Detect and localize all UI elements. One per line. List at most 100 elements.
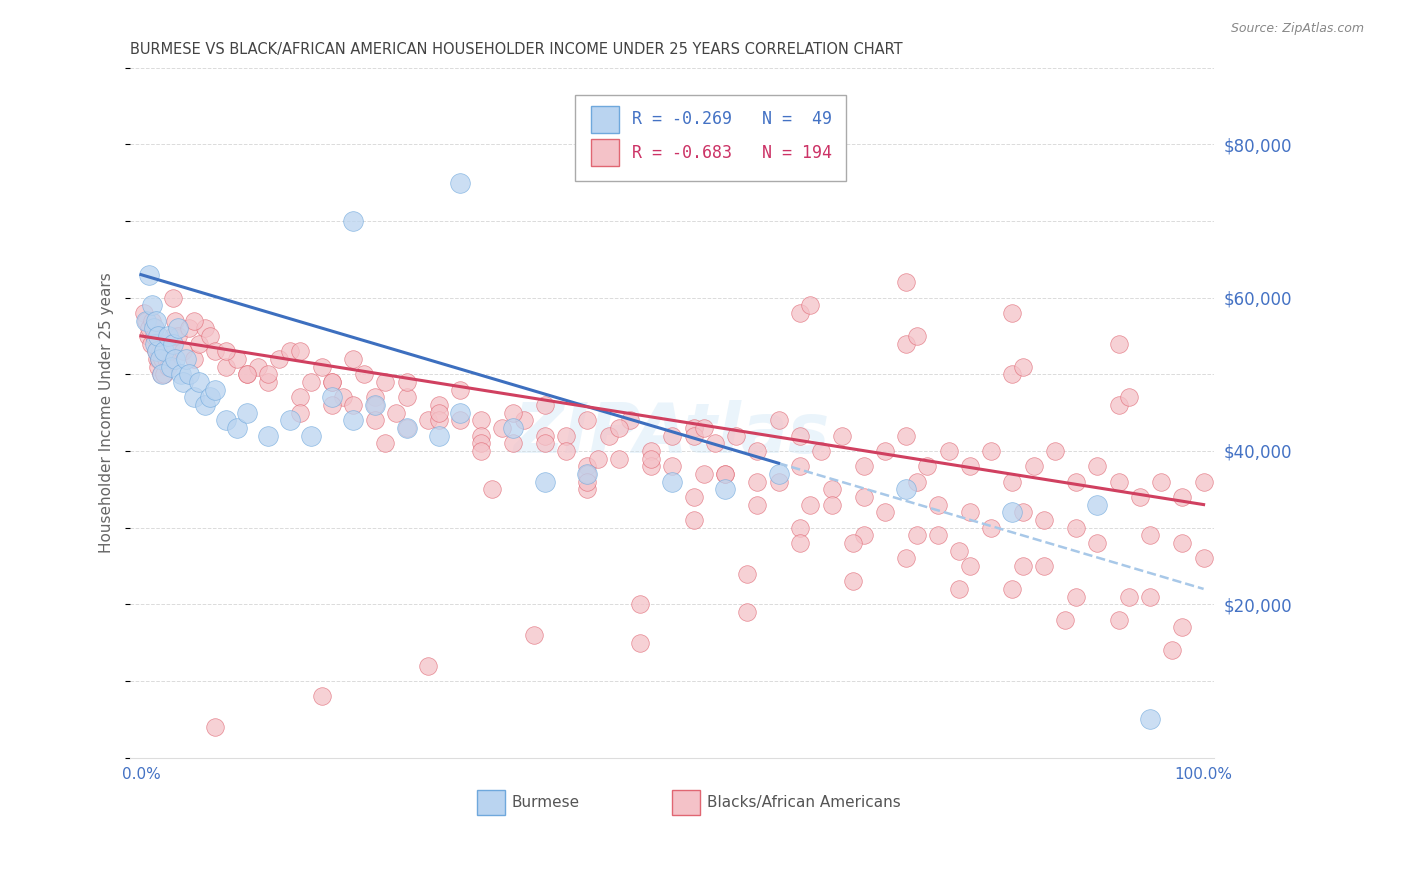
Point [290,406,312,420]
Point [141,298,163,312]
Point [138,329,160,343]
Point [1085,536,1108,550]
Point [959,459,981,474]
Point [146,329,169,343]
Point [1033,513,1056,527]
Point [321,390,343,404]
Point [150,368,173,382]
Point [156,359,179,374]
Point [257,428,280,442]
Point [1001,306,1024,320]
Point [141,313,163,327]
Point [1139,528,1161,542]
Point [290,390,312,404]
Point [204,720,226,734]
Point [640,459,662,474]
Point [145,313,167,327]
Point [1085,498,1108,512]
Bar [477,790,505,814]
Point [533,398,555,412]
Point [470,413,492,427]
Y-axis label: Householder Income Under 25 years: Householder Income Under 25 years [100,272,114,553]
Point [789,459,811,474]
Point [894,428,917,442]
Point [416,413,439,427]
Point [162,291,184,305]
Point [747,475,769,489]
Point [149,351,172,366]
Point [1064,520,1087,534]
Point [290,344,312,359]
Point [1012,505,1035,519]
Point [640,451,662,466]
Point [134,306,156,320]
Point [873,444,896,458]
Point [183,390,205,404]
Point [1171,620,1194,634]
Point [183,351,205,366]
Point [342,398,364,412]
Point [215,344,238,359]
Point [278,344,301,359]
Point [215,359,238,374]
Point [1033,558,1056,573]
Point [1001,368,1024,382]
Point [735,605,758,619]
Point [747,444,769,458]
Point [598,428,620,442]
Point [628,635,651,649]
Point [159,359,181,374]
Point [747,498,769,512]
Point [470,428,492,442]
Point [395,421,418,435]
Point [905,475,928,489]
Point [321,398,343,412]
Point [156,329,179,343]
Point [1118,390,1140,404]
Point [661,428,683,442]
Point [470,436,492,450]
Point [894,482,917,496]
Point [661,459,683,474]
Point [374,436,396,450]
Point [693,421,716,435]
Point [395,421,418,435]
Point [1108,475,1130,489]
Point [364,398,387,412]
Point [491,421,513,435]
Point [135,313,157,327]
Point [894,551,917,566]
Point [852,490,875,504]
Point [148,351,170,366]
Point [427,413,450,427]
Point [246,359,269,374]
Point [799,498,821,512]
Point [364,390,387,404]
Point [1012,558,1035,573]
Point [735,566,758,581]
Point [576,459,599,474]
Point [145,344,167,359]
Point [470,444,492,458]
Point [269,351,291,366]
Point [682,513,704,527]
Point [1001,582,1024,596]
Point [576,413,599,427]
Point [927,498,949,512]
Point [416,658,439,673]
Point [321,375,343,389]
Point [278,413,301,427]
Point [183,313,205,327]
Point [143,321,166,335]
Point [177,368,200,382]
Point [311,690,333,704]
Point [555,444,578,458]
Point [146,351,169,366]
Point [481,482,503,496]
Point [852,459,875,474]
Point [821,498,844,512]
Point [194,321,217,335]
Point [980,444,1002,458]
Point [1001,505,1024,519]
Point [607,421,630,435]
